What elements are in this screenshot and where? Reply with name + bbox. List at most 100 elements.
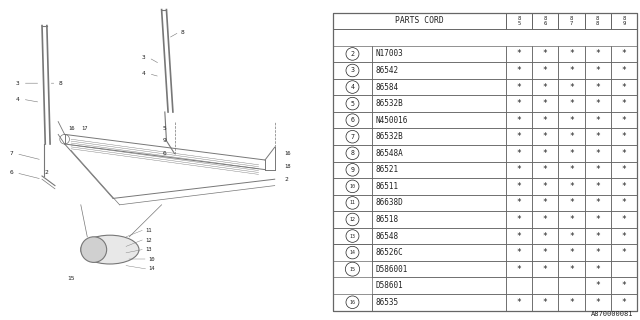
Text: 11: 11 [145,228,152,233]
Text: 5: 5 [163,125,166,131]
Text: *: * [543,49,548,59]
Text: 8
9: 8 9 [622,16,625,26]
Text: 2: 2 [351,51,355,57]
Text: 3: 3 [141,55,145,60]
Text: *: * [543,232,548,241]
Text: *: * [621,198,626,207]
Text: *: * [595,281,600,290]
Text: *: * [516,49,522,59]
Text: D586001: D586001 [376,265,408,274]
Text: 13: 13 [349,234,355,238]
Text: 8
6: 8 6 [543,16,547,26]
Text: *: * [621,232,626,241]
Text: *: * [595,66,600,75]
Text: 3: 3 [351,68,355,74]
Text: 86518: 86518 [376,215,399,224]
Text: *: * [569,215,574,224]
Text: 86584: 86584 [376,83,399,92]
Text: *: * [595,198,600,207]
Text: 4: 4 [351,84,355,90]
Text: 12: 12 [145,237,152,243]
Text: *: * [569,182,574,191]
Text: *: * [621,149,626,158]
Text: A870000081: A870000081 [591,311,634,317]
Text: *: * [595,132,600,141]
Text: *: * [516,83,522,92]
Text: 13: 13 [145,247,152,252]
Text: *: * [569,248,574,257]
Text: *: * [516,248,522,257]
Text: 2: 2 [284,177,288,182]
Text: 8
5: 8 5 [518,16,521,26]
Text: *: * [569,198,574,207]
Text: *: * [621,165,626,174]
Text: 15: 15 [67,276,75,281]
Text: *: * [569,132,574,141]
Text: *: * [621,132,626,141]
Text: 16: 16 [68,125,74,131]
Text: N450016: N450016 [376,116,408,125]
Ellipse shape [81,237,107,262]
Text: N17003: N17003 [376,49,403,59]
Text: 86532B: 86532B [376,99,403,108]
Text: 10: 10 [349,184,355,189]
Text: *: * [595,215,600,224]
Text: 8
8: 8 8 [596,16,599,26]
Text: 8
7: 8 7 [570,16,573,26]
Text: *: * [595,83,600,92]
Text: *: * [516,298,522,307]
Text: *: * [516,149,522,158]
Text: *: * [543,132,548,141]
Text: *: * [569,165,574,174]
Text: 6: 6 [163,151,166,156]
Text: *: * [595,116,600,125]
Text: *: * [569,49,574,59]
Text: *: * [569,99,574,108]
Text: PARTS CORD: PARTS CORD [395,16,444,25]
Text: *: * [543,116,548,125]
Text: *: * [543,165,548,174]
Text: *: * [569,232,574,241]
Text: *: * [543,248,548,257]
Text: *: * [543,265,548,274]
Text: *: * [569,116,574,125]
Text: *: * [621,215,626,224]
Text: 86548: 86548 [376,232,399,241]
Text: *: * [516,165,522,174]
Text: D58601: D58601 [376,281,403,290]
Text: *: * [595,182,600,191]
Text: *: * [516,182,522,191]
Text: *: * [595,298,600,307]
Text: 5: 5 [351,100,355,107]
Text: *: * [516,198,522,207]
Text: 8: 8 [351,150,355,156]
Text: 4: 4 [141,71,145,76]
Text: *: * [595,248,600,257]
Text: *: * [621,66,626,75]
Text: 18: 18 [284,164,291,169]
Text: *: * [621,281,626,290]
Text: 86535: 86535 [376,298,399,307]
Text: 15: 15 [349,267,355,272]
Text: *: * [621,116,626,125]
Text: *: * [543,198,548,207]
Ellipse shape [81,235,139,264]
Text: 4: 4 [15,97,19,102]
Text: *: * [543,182,548,191]
Text: 11: 11 [349,200,355,205]
Text: 9: 9 [163,138,166,143]
Text: 10: 10 [148,257,155,262]
Text: *: * [543,298,548,307]
Text: 16: 16 [349,300,355,305]
Text: *: * [543,66,548,75]
Text: 86548A: 86548A [376,149,403,158]
Text: 86521: 86521 [376,165,399,174]
Text: 7: 7 [351,134,355,140]
Text: *: * [516,99,522,108]
Text: *: * [595,265,600,274]
Text: *: * [516,66,522,75]
Text: 8: 8 [181,29,185,35]
Text: *: * [595,149,600,158]
Text: 14: 14 [349,250,355,255]
Text: 6: 6 [351,117,355,123]
